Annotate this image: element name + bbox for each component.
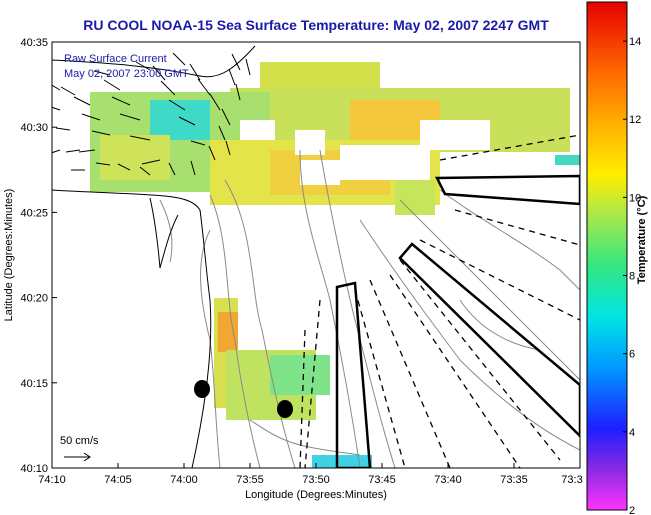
station-marker <box>277 400 293 418</box>
x-tick-label: 74:10 <box>38 474 66 486</box>
colorbar-tick-label: 8 <box>629 271 635 283</box>
colorbar-label: Temperature (°C) <box>636 195 648 284</box>
colorbar-tick-label: 2 <box>629 505 635 515</box>
x-axis: 74:10 74:05 74:00 73:55 73:50 73:45 73:40 73:35… <box>38 463 583 486</box>
station-marker <box>194 380 210 398</box>
survey-boxes <box>335 174 580 468</box>
survey-lines-dashed <box>299 134 580 468</box>
x-tick-label: 73:40 <box>434 474 462 486</box>
x-tick-label: 73:3 <box>561 474 582 486</box>
colorbar-tick-label: 4 <box>629 427 635 439</box>
y-axis-label: Latitude (Degrees:Minutes) <box>3 189 15 322</box>
y-tick-label: 40:10 <box>20 463 48 475</box>
x-axis-label: Longitude (Degrees:Minutes) <box>245 489 387 501</box>
y-tick-label: 40:15 <box>20 378 48 390</box>
land-masses <box>52 42 260 468</box>
sst-pixels <box>90 62 580 468</box>
colorbar-tick-label: 12 <box>629 114 641 126</box>
x-tick-label: 74:00 <box>170 474 198 486</box>
colorbar-ticks: 14 12 10 8 6 4 2 <box>623 36 641 515</box>
y-tick-label: 40:20 <box>20 293 48 305</box>
x-tick-label: 73:35 <box>500 474 528 486</box>
x-tick-label: 73:45 <box>368 474 396 486</box>
x-tick-label: 73:55 <box>236 474 264 486</box>
scale-arrow <box>64 452 91 462</box>
map-plot-area: Raw Surface Current May 02, 2007 23:00 G… <box>52 42 580 468</box>
scale-arrow-label: 50 cm/s <box>60 435 99 447</box>
y-tick-label: 40:30 <box>20 122 48 134</box>
colorbar <box>586 1 628 511</box>
y-tick-label: 40:35 <box>20 37 48 49</box>
colorbar-tick-label: 6 <box>629 349 635 361</box>
colorbar-tick-label: 14 <box>629 36 641 48</box>
bathymetry-contours <box>159 149 580 468</box>
y-tick-label: 40:25 <box>20 207 48 219</box>
legend-current-label: Raw Surface Current <box>64 53 167 65</box>
y-axis: 40:35 40:30 40:25 40:20 40:15 40:10 <box>20 37 57 475</box>
current-vectors <box>52 52 251 176</box>
x-tick-label: 74:05 <box>104 474 132 486</box>
x-tick-label: 73:50 <box>302 474 330 486</box>
legend-current-date: May 02, 2007 23:00 GMT <box>64 68 189 80</box>
colorbar-tick-label: 10 <box>629 192 641 204</box>
map-title: RU COOL NOAA-15 Sea Surface Temperature:… <box>83 17 549 33</box>
